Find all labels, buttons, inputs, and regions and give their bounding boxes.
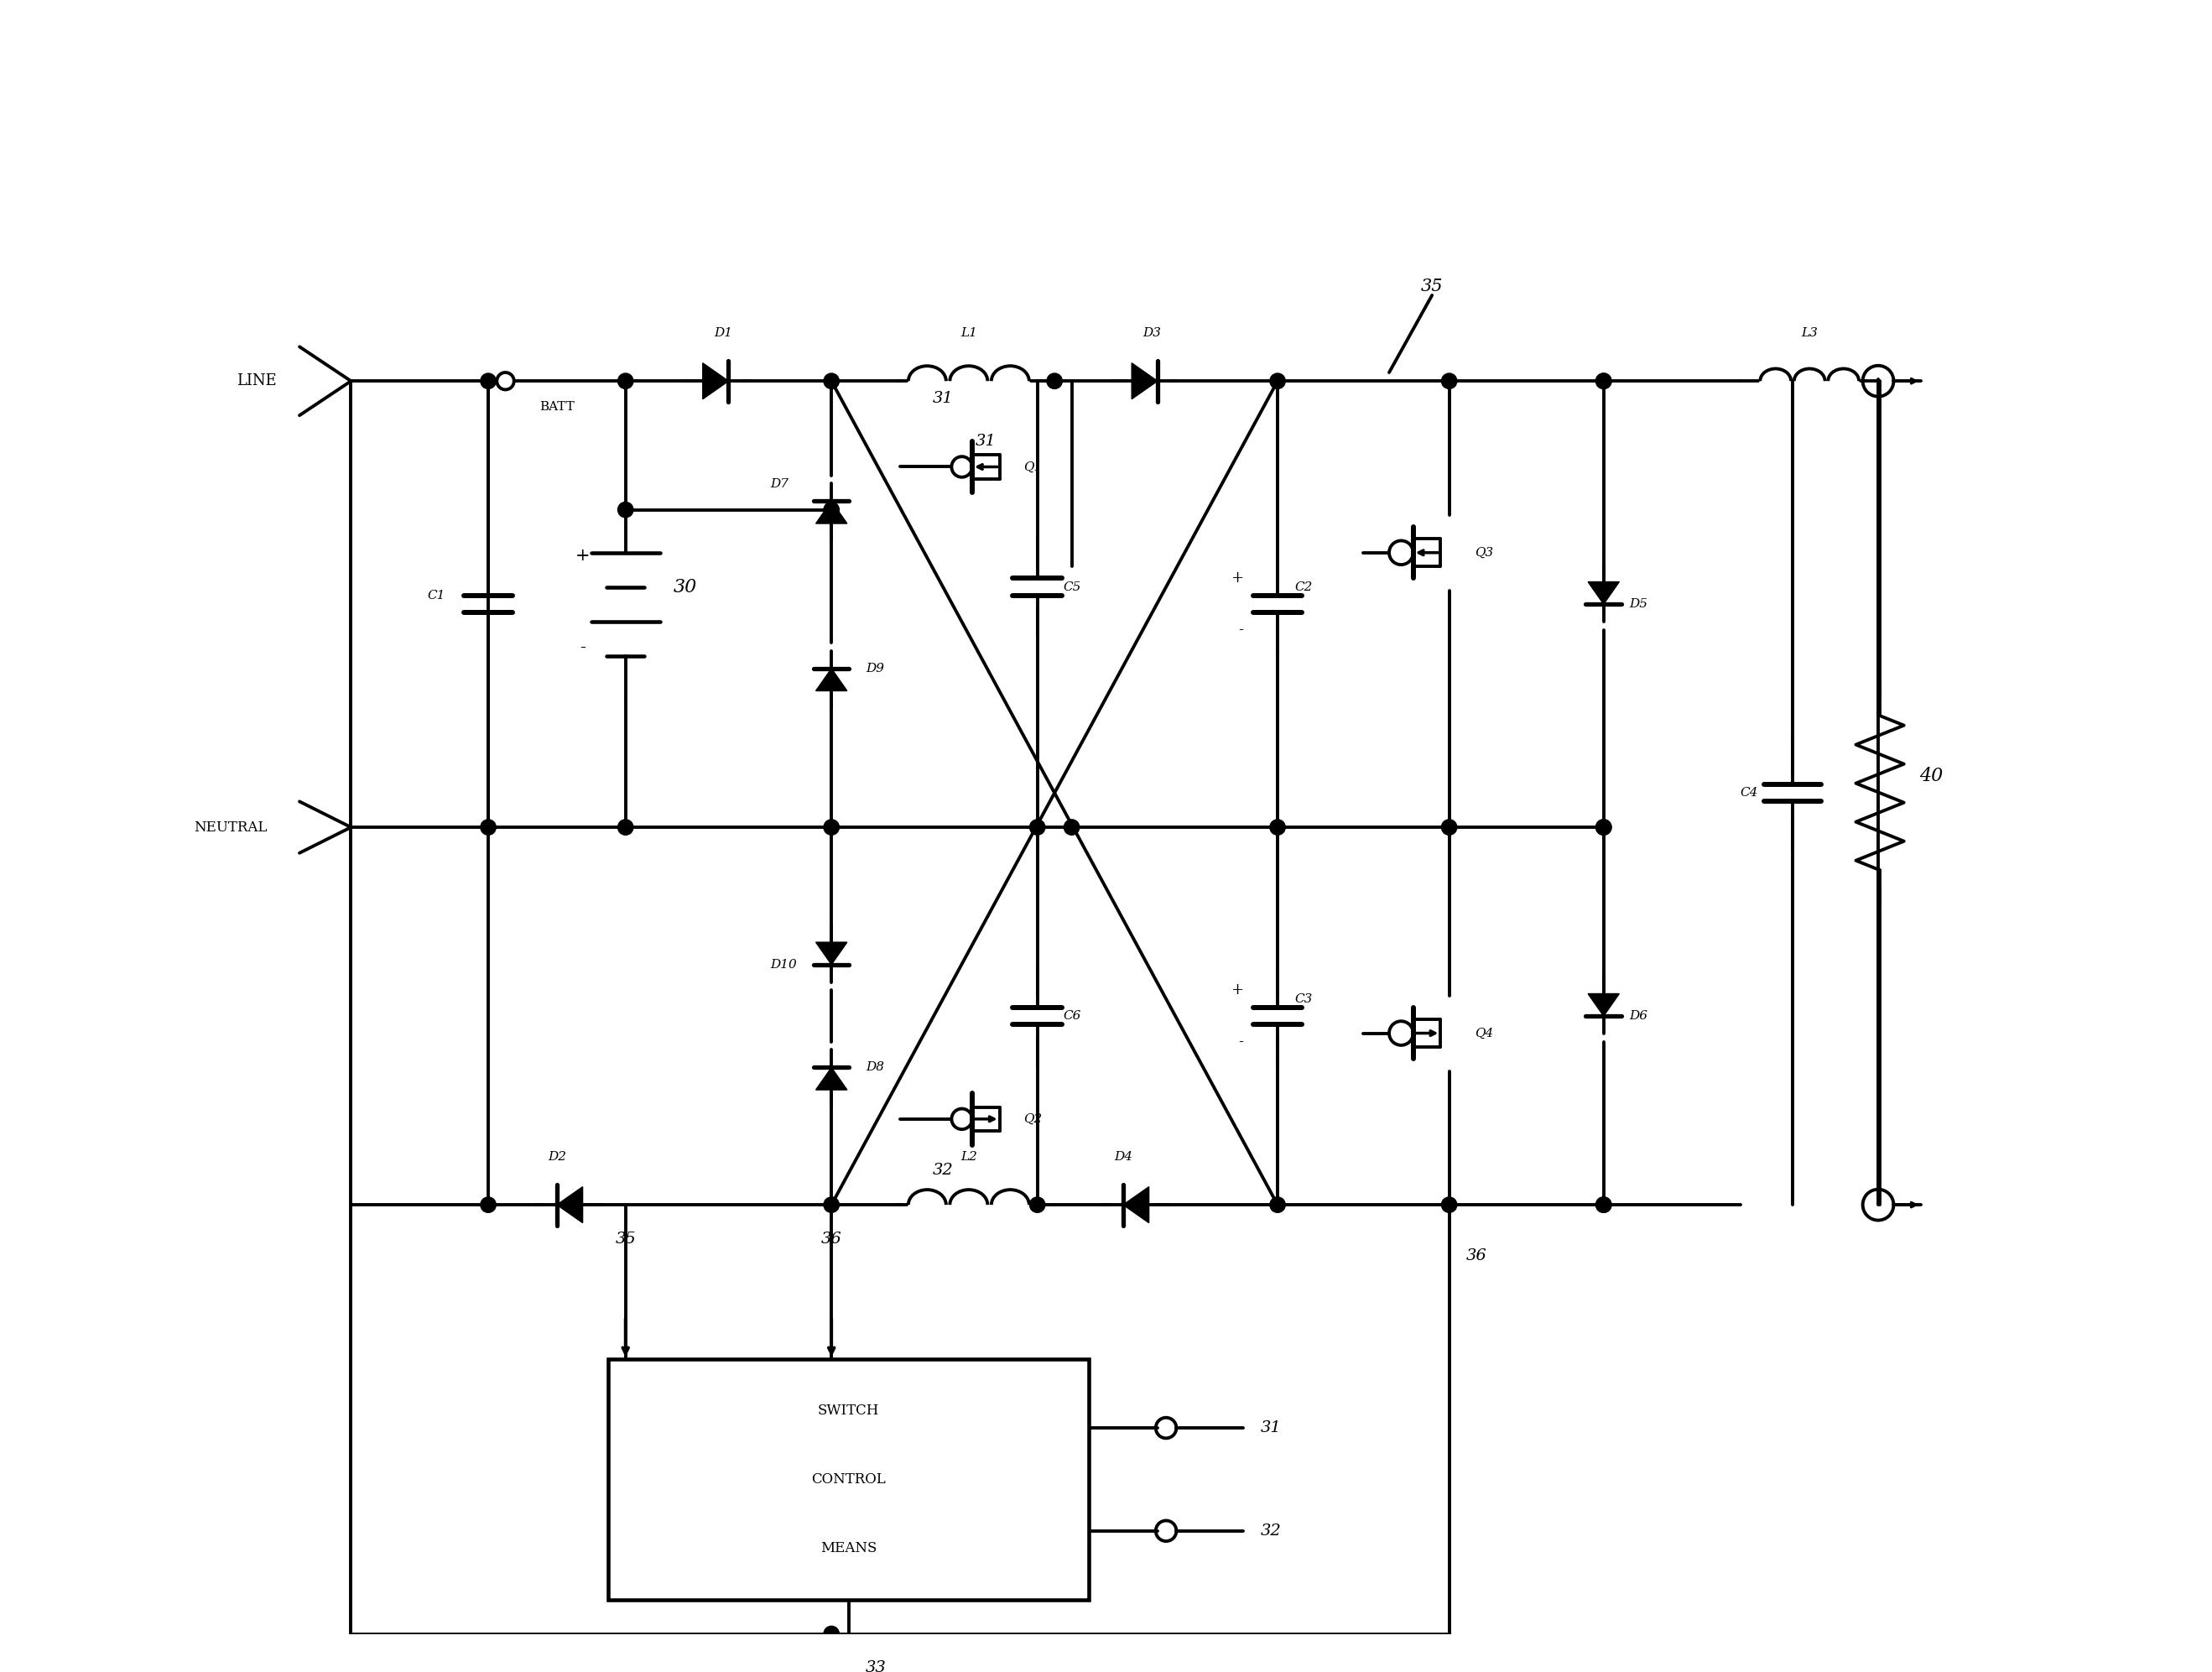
Circle shape — [1029, 1197, 1044, 1212]
Polygon shape — [816, 502, 847, 523]
Text: MEANS: MEANS — [821, 1542, 876, 1555]
Text: 32: 32 — [933, 1164, 953, 1179]
Text: -: - — [580, 639, 586, 655]
Polygon shape — [1588, 582, 1619, 604]
Text: D2: D2 — [549, 1150, 566, 1162]
Circle shape — [1595, 373, 1610, 390]
Circle shape — [1270, 373, 1285, 390]
Text: 32: 32 — [1261, 1523, 1281, 1538]
Circle shape — [823, 1197, 838, 1212]
Text: Q3: Q3 — [1475, 547, 1493, 558]
Text: C3: C3 — [1294, 993, 1312, 1005]
Polygon shape — [816, 943, 847, 965]
Circle shape — [480, 819, 495, 834]
Text: SWITCH: SWITCH — [818, 1403, 880, 1418]
Text: D6: D6 — [1630, 1010, 1648, 1022]
Text: D5: D5 — [1630, 599, 1648, 610]
Text: D8: D8 — [865, 1062, 885, 1073]
Circle shape — [1595, 819, 1610, 834]
Text: BATT: BATT — [540, 401, 575, 413]
Text: -: - — [1239, 622, 1243, 637]
Text: LINE: LINE — [237, 373, 276, 388]
Text: +: + — [575, 548, 591, 563]
FancyBboxPatch shape — [608, 1359, 1088, 1600]
Circle shape — [617, 373, 633, 390]
Circle shape — [1029, 819, 1044, 834]
Circle shape — [1270, 1197, 1285, 1212]
Circle shape — [823, 1627, 838, 1642]
Circle shape — [1595, 819, 1610, 834]
Text: 30: 30 — [675, 579, 697, 597]
Polygon shape — [557, 1187, 582, 1222]
Circle shape — [617, 819, 633, 834]
Text: D7: D7 — [770, 478, 787, 490]
Circle shape — [823, 819, 838, 834]
Circle shape — [1046, 373, 1062, 390]
Text: 35: 35 — [1420, 279, 1442, 294]
Circle shape — [823, 502, 838, 518]
Polygon shape — [1124, 1187, 1148, 1222]
Text: D9: D9 — [865, 662, 885, 674]
Text: NEUTRAL: NEUTRAL — [195, 821, 268, 834]
Text: 36: 36 — [1467, 1249, 1486, 1264]
Text: CONTROL: CONTROL — [812, 1473, 885, 1486]
Text: 33: 33 — [865, 1660, 887, 1672]
Polygon shape — [816, 1067, 847, 1090]
Text: C1: C1 — [427, 590, 445, 602]
Circle shape — [1270, 819, 1285, 834]
Text: Q4: Q4 — [1475, 1027, 1493, 1038]
Text: L1: L1 — [960, 328, 978, 339]
Text: D4: D4 — [1115, 1150, 1133, 1162]
Circle shape — [617, 502, 633, 518]
Text: L3: L3 — [1801, 328, 1818, 339]
Circle shape — [480, 373, 495, 390]
Circle shape — [823, 373, 838, 390]
Text: 31: 31 — [975, 433, 995, 448]
Text: Q2: Q2 — [1024, 1114, 1042, 1125]
Text: +: + — [1230, 983, 1243, 998]
Circle shape — [1595, 373, 1610, 390]
Text: 35: 35 — [615, 1232, 635, 1247]
Polygon shape — [816, 669, 847, 691]
Polygon shape — [1588, 993, 1619, 1017]
Circle shape — [1064, 819, 1079, 834]
Polygon shape — [703, 363, 728, 400]
Text: C2: C2 — [1294, 582, 1312, 594]
Polygon shape — [1133, 363, 1157, 400]
Text: D1: D1 — [714, 328, 732, 339]
Circle shape — [1595, 1197, 1610, 1212]
Text: 31: 31 — [1261, 1420, 1281, 1436]
Text: 31: 31 — [933, 391, 953, 406]
Circle shape — [1442, 819, 1458, 834]
Circle shape — [1442, 373, 1458, 390]
Text: C4: C4 — [1741, 788, 1759, 799]
Circle shape — [1595, 1197, 1610, 1212]
Text: Q1: Q1 — [1024, 461, 1042, 473]
Text: L2: L2 — [960, 1150, 978, 1162]
Text: C5: C5 — [1064, 582, 1082, 594]
Text: C6: C6 — [1064, 1010, 1082, 1022]
Text: 36: 36 — [821, 1232, 843, 1247]
Text: -: - — [1239, 1035, 1243, 1050]
Circle shape — [480, 1197, 495, 1212]
Text: D3: D3 — [1144, 328, 1161, 339]
Text: D10: D10 — [770, 958, 796, 970]
Circle shape — [1442, 1197, 1458, 1212]
Text: +: + — [1230, 570, 1243, 585]
Text: 40: 40 — [1920, 766, 1942, 784]
